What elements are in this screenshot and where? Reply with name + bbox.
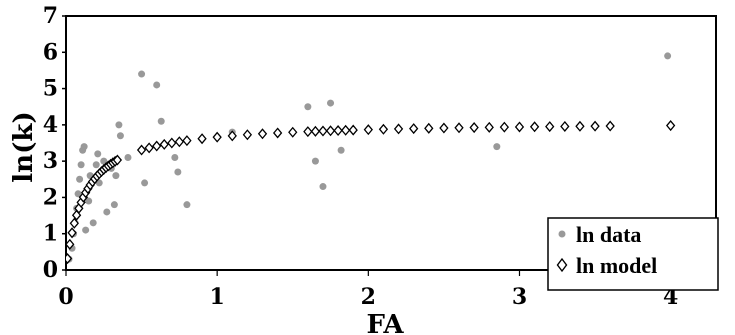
data-point-ln-model (136, 144, 147, 156)
data-point-ln-model (66, 238, 75, 250)
data-point-ln-model (67, 227, 77, 239)
y-axis-ticks: 0 1 2 3 4 5 6 7 (43, 3, 66, 283)
data-point-ln-data (85, 197, 93, 205)
data-point-ln-data (183, 201, 191, 209)
data-point-ln-model (257, 128, 268, 140)
data-point-ln-model (409, 123, 419, 135)
x-tick-label: 2 (361, 284, 376, 310)
data-point-ln-model (333, 125, 343, 137)
legend-marker-ln-model (556, 257, 568, 273)
data-point-ln-model (529, 121, 540, 133)
data-point-ln-model (363, 124, 373, 136)
data-point-ln-model (499, 121, 510, 133)
legend-marker-ln-data (558, 230, 566, 238)
data-point-ln-model (174, 136, 185, 148)
data-point-ln-data (74, 190, 82, 198)
data-point-ln-model (212, 131, 222, 143)
data-point-ln-model (341, 124, 351, 136)
data-point-ln-model (666, 120, 676, 132)
legend: ln data ln model (547, 217, 719, 291)
data-point-ln-model (303, 126, 313, 138)
x-tick-label: 0 (58, 284, 73, 310)
data-point-ln-model (545, 121, 555, 133)
y-tick-label: 0 (43, 257, 58, 283)
data-point-ln-data (304, 103, 312, 111)
y-tick-label: 5 (43, 76, 58, 102)
data-point-ln-data (157, 117, 165, 125)
data-point-ln-model (318, 125, 328, 137)
x-tick-label: 3 (512, 284, 527, 310)
data-point-ln-data (76, 175, 84, 183)
data-point-ln-model (348, 124, 358, 136)
legend-label-ln-model: ln model (576, 253, 657, 278)
data-point-ln-model (272, 127, 283, 139)
data-point-ln-model (182, 135, 192, 147)
data-point-ln-model (66, 253, 73, 265)
y-tick-label: 7 (43, 3, 58, 29)
data-point-ln-model (197, 133, 207, 145)
data-point-ln-data (89, 219, 97, 227)
data-point-ln-data (153, 81, 161, 89)
data-point-ln-data (493, 143, 501, 151)
data-point-ln-data (311, 157, 319, 165)
y-axis-title: ln(k) (9, 111, 39, 182)
data-point-ln-model (152, 140, 162, 152)
data-point-ln-data (327, 99, 335, 107)
data-point-ln-data (77, 161, 85, 169)
data-point-ln-data (337, 146, 345, 154)
data-point-ln-model (439, 122, 449, 134)
data-point-ln-model (469, 122, 479, 134)
data-point-ln-data (141, 179, 149, 187)
data-point-ln-model (424, 122, 434, 134)
y-tick-label: 6 (43, 39, 58, 65)
data-point-ln-model (167, 137, 177, 149)
data-point-ln-model (159, 138, 169, 150)
data-points (66, 52, 676, 265)
data-point-ln-data (110, 201, 118, 209)
y-tick-label: 3 (43, 148, 58, 174)
data-point-ln-data (116, 132, 124, 140)
data-point-ln-data (94, 150, 102, 158)
data-point-ln-data (82, 226, 90, 234)
data-point-ln-model (112, 154, 123, 166)
data-point-ln-model (69, 217, 79, 229)
legend-box (547, 217, 719, 291)
data-point-ln-model (590, 120, 600, 132)
data-point-ln-data (92, 161, 100, 169)
data-point-ln-data (138, 70, 146, 78)
data-point-ln-model (560, 120, 570, 132)
y-tick-label: 1 (43, 221, 58, 247)
y-tick-label: 4 (43, 112, 58, 138)
data-point-ln-model (310, 125, 321, 137)
legend-label-ln-data: ln data (576, 222, 641, 247)
data-point-ln-model (144, 142, 154, 154)
data-point-ln-model (378, 123, 389, 135)
data-point-ln-data (115, 121, 123, 129)
data-point-ln-model (484, 121, 494, 133)
data-point-ln-data (95, 179, 103, 187)
data-point-ln-model (227, 130, 237, 142)
data-point-ln-model (514, 121, 525, 133)
data-point-ln-data (124, 154, 132, 162)
data-point-ln-model (288, 126, 298, 138)
data-point-ln-model (454, 122, 464, 134)
data-point-ln-data (664, 52, 672, 60)
x-axis-title: FA (366, 310, 404, 335)
data-point-ln-model (325, 125, 336, 137)
data-point-ln-data (319, 183, 327, 191)
x-tick-label: 1 (210, 284, 225, 310)
data-point-ln-data (174, 168, 182, 176)
data-point-ln-model (605, 120, 615, 132)
data-point-ln-model (242, 129, 253, 141)
y-tick-label: 2 (43, 184, 58, 210)
data-point-ln-model (575, 120, 585, 132)
data-point-ln-model (393, 123, 404, 135)
data-point-ln-data (171, 154, 179, 162)
data-point-ln-data (80, 143, 88, 151)
data-point-ln-data (112, 172, 120, 180)
data-point-ln-data (103, 208, 111, 216)
